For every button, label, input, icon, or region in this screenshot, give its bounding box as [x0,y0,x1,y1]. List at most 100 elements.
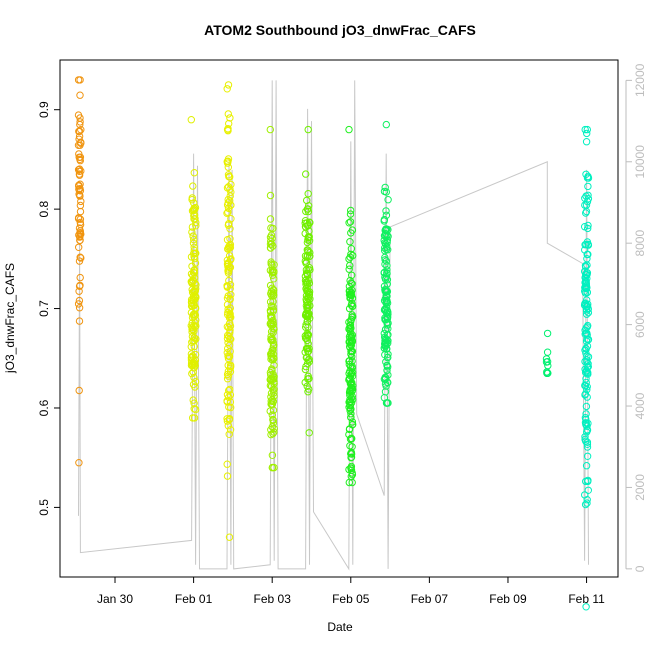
data-point [383,269,391,277]
data-point [268,261,276,269]
data-point [345,333,354,341]
data-point [266,308,275,316]
data-point [226,426,235,434]
data-point [305,429,313,437]
x-axis: Jan 30 Feb 01 Feb 03 Feb 05 Feb 07 Feb 09 Feb … [97,577,605,606]
y-tick-label: 0.5 [37,499,51,516]
data-point [269,242,277,250]
data-point [225,533,234,541]
data-point [346,367,354,375]
x-axis-label: Date [327,620,353,634]
data-point [301,378,309,387]
data-point [581,287,589,295]
y-tick-label: 0.9 [37,101,51,118]
data-point [581,273,589,282]
data-point [583,310,591,318]
data-point [383,262,391,270]
data-point [584,221,592,230]
data-point [381,253,389,262]
data-point [345,265,353,273]
data-point [382,287,390,296]
data-point [382,306,390,314]
data-point [583,129,591,138]
right-tick-label: 4000 [633,392,647,419]
data-point [76,207,85,216]
data-point [305,218,314,226]
data-point [190,269,199,277]
data-point [302,278,310,286]
data-point [303,312,311,321]
data-point [75,181,83,189]
data-point [347,448,356,457]
data-point [584,486,592,494]
data-point [223,283,232,291]
data-point [269,328,277,337]
data-point [584,182,592,191]
right-tick-label: 0 [633,565,647,572]
data-point [75,287,83,295]
data-point [224,163,233,171]
data-point [302,301,311,310]
data-point [266,233,275,241]
right-tick-label: 8000 [633,230,647,257]
data-point [270,424,278,433]
data-point [582,378,590,387]
data-point [582,170,590,179]
data-point [304,289,313,297]
data-point [223,159,232,167]
data-point [225,430,233,438]
data-point [76,76,84,84]
data-point [348,348,356,356]
data-point [303,196,311,205]
data-point [226,192,234,200]
data-point [582,410,590,418]
data-point [74,111,83,119]
data-point [582,375,590,383]
data-point [348,226,357,234]
x-tick-label: Feb 05 [332,592,370,606]
data-point [189,239,198,248]
data-point [226,240,235,249]
data-point [349,420,357,429]
data-point [582,263,590,271]
data-point [190,334,199,342]
data-point [269,316,277,325]
data-point [347,413,355,422]
data-point [267,352,275,360]
data-point [76,236,84,245]
data-point [348,478,356,487]
data-point [270,428,278,436]
data-point [346,218,355,226]
data-point [266,407,274,415]
data-point [223,397,231,405]
data-point [190,169,199,177]
data-point [582,209,590,217]
data-point [270,267,278,276]
data-point [225,352,234,361]
data-point [583,385,591,394]
data-point [225,306,234,315]
data-point [76,91,84,99]
data-point [582,402,591,411]
altitude-line [78,80,589,571]
data-point [76,273,84,282]
data-point [268,423,276,431]
data-point [77,197,85,206]
data-point [584,224,592,233]
data-point [303,270,312,278]
data-point [581,500,590,509]
data-point [382,188,390,196]
x-tick-label: Feb 03 [254,592,292,606]
data-point [582,462,591,470]
data-point [226,197,234,205]
data-point [303,205,312,213]
data-point [302,170,310,178]
data-point [381,388,390,396]
data-point [382,339,390,347]
data-point [347,454,355,462]
data-point [583,125,591,134]
data-point [187,350,196,358]
data-point [76,201,85,210]
data-point [266,215,275,223]
data-point [75,282,84,290]
